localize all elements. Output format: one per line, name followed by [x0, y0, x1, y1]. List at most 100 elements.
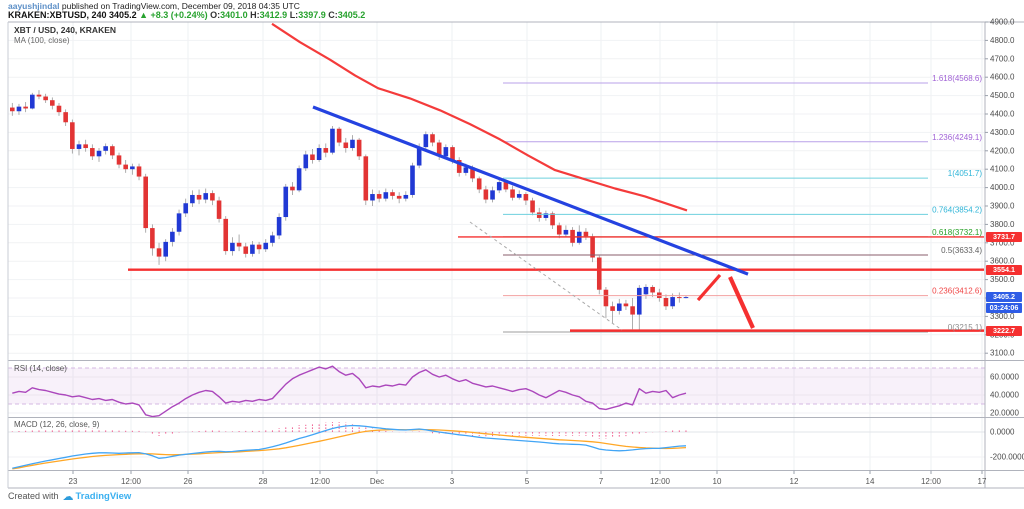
candle-body [70, 122, 75, 149]
candle-body [530, 200, 535, 213]
fib-baseline [469, 221, 623, 331]
rsi-axis-label: 60.0000 [990, 373, 1019, 382]
candle-body [116, 155, 122, 165]
chart-legend-ma[interactable]: MA (100, close) [14, 36, 70, 45]
price-tag: 3222.7 [986, 325, 1022, 336]
low-value: 3397.9 [298, 10, 326, 20]
time-axis-label: 12 [790, 477, 799, 486]
price-change: +8.3 (+0.24%) [150, 10, 208, 20]
candle-body [110, 146, 115, 156]
candle-body [316, 148, 322, 160]
candle-body [590, 236, 595, 258]
rsi-axis-label: 40.0000 [990, 391, 1019, 400]
price-axis-label: 3700.0 [990, 238, 1015, 247]
descending-trendline [312, 105, 749, 276]
time-axis-label: 12:00 [921, 477, 942, 486]
candle-body [190, 194, 195, 204]
candle-body [43, 96, 48, 101]
candle-body [523, 194, 529, 201]
candle-body [283, 186, 289, 218]
candle-body [383, 192, 389, 199]
username-link[interactable]: aayushjindal [8, 1, 60, 11]
rsi-line [12, 365, 687, 418]
price-axis-label: 4200.0 [990, 146, 1015, 155]
open-value: 3401.0 [220, 10, 248, 20]
fib-level-label: 0.618(3732.1) [932, 228, 982, 237]
candle-body [10, 107, 15, 112]
candle-body [603, 289, 609, 307]
rsi-band [8, 368, 985, 404]
candle-body [290, 186, 295, 191]
price-tag: 3554.1 [986, 264, 1022, 275]
candle-body [56, 105, 62, 113]
close-value: 3405.2 [337, 10, 366, 20]
macd-pane-legend[interactable]: MACD (12, 26, close, 9) [14, 420, 100, 429]
time-axis-label: 12:00 [310, 477, 331, 486]
last-price: 3405.2 [109, 10, 137, 20]
candle-body [243, 246, 249, 254]
fib-level-label: 1.236(4249.1) [932, 133, 982, 142]
candle-body [323, 148, 329, 153]
candle-body [236, 242, 242, 247]
tradingview-brand-link[interactable]: TradingView [75, 491, 132, 502]
candle-body [36, 94, 42, 97]
candle-body [143, 176, 148, 229]
candle-body [396, 195, 402, 199]
candle-body [216, 200, 222, 219]
price-axis-label: 3900.0 [990, 202, 1015, 211]
price-axis-label: 4300.0 [990, 128, 1015, 137]
candle-body [556, 225, 562, 235]
candle-body [496, 182, 502, 191]
candle-body [683, 297, 689, 299]
candle-body [130, 166, 135, 170]
open-label: O: [210, 10, 221, 20]
candle-body [363, 156, 369, 201]
candle-body [630, 306, 635, 315]
candle-body [203, 193, 209, 200]
candle-body [550, 213, 555, 226]
candle-body [16, 106, 22, 112]
rsi-axis-label: 20.0000 [990, 409, 1019, 418]
candle-body [30, 94, 35, 109]
candle-body [176, 213, 182, 232]
rsi-pane-legend[interactable]: RSI (14, close) [14, 364, 67, 373]
candle-body [90, 148, 95, 157]
candle-body [376, 194, 382, 199]
fib-level-label: 1.618(4568.6) [932, 74, 982, 83]
price-axis-label: 4600.0 [990, 73, 1015, 82]
candle-body [336, 128, 342, 143]
high-value: 3412.9 [259, 10, 288, 20]
candle-body [423, 134, 429, 148]
candle-body [196, 194, 202, 200]
price-tag: 3731.7 [986, 232, 1022, 242]
chart-legend-symbol[interactable]: XBT / USD, 240, KRAKEN [14, 25, 117, 35]
projection-arrow [696, 273, 722, 302]
macd-axis-label: -200.0000 [990, 453, 1024, 462]
low-label: L: [289, 10, 299, 20]
attribution-footer: Created with ☁ TradingView [8, 490, 131, 503]
candle-body [490, 190, 495, 200]
candle-body [296, 168, 302, 191]
macd-histogram [11, 422, 687, 439]
symbol-name[interactable]: KRAKEN:XBTUSD, 240 [8, 10, 107, 20]
candle-body [156, 248, 162, 257]
price-axis-label: 4800.0 [990, 36, 1015, 45]
candle-body [543, 213, 549, 218]
candle-body [456, 160, 462, 173]
candle-body [270, 235, 275, 243]
macd-signal-line [12, 428, 687, 470]
time-axis-label: 7 [599, 477, 604, 486]
time-axis-label: Dec [370, 477, 384, 486]
candle-body [403, 194, 409, 199]
time-axis[interactable]: 23 12:00 26 28 12:00 Dec 3 5 7 12:00 10 12 14 12:00 17 [69, 470, 987, 487]
candle-body [303, 154, 309, 169]
candle-body [470, 167, 475, 179]
candle-body [150, 228, 155, 249]
time-axis-label: 26 [184, 477, 193, 486]
candle-body [250, 244, 255, 254]
candle-body [476, 178, 482, 190]
candle-body [436, 142, 442, 157]
time-axis-label: 12:00 [121, 477, 142, 486]
candle-body [370, 194, 375, 201]
